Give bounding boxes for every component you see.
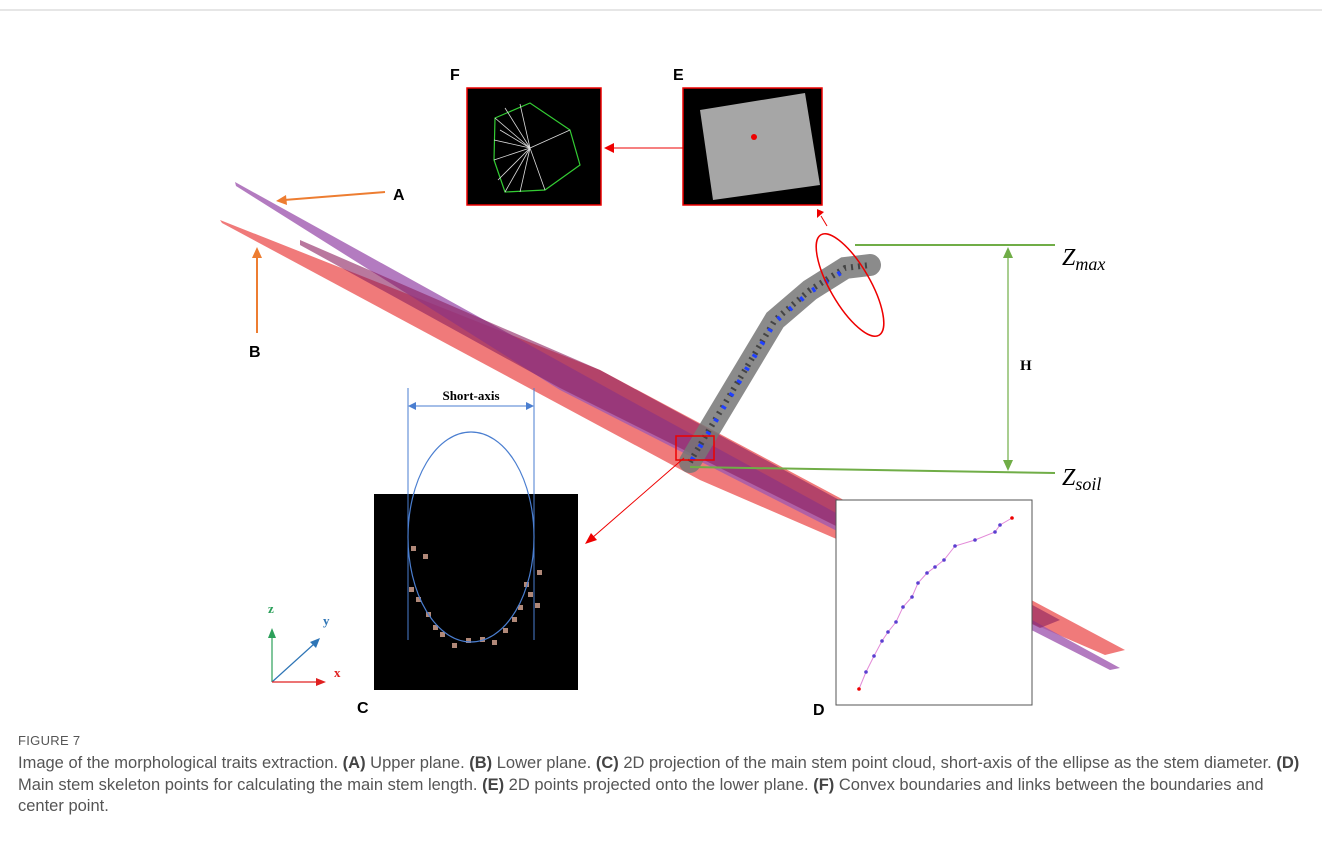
caption-tag: (D) [1276, 754, 1299, 772]
caption-tag: (B) [469, 754, 492, 772]
arrow-to-e [821, 216, 827, 226]
arrow-head [408, 402, 416, 410]
y-label: y [323, 613, 330, 628]
zsoil-label: Zsoil [1062, 465, 1101, 494]
subscript: max [1075, 254, 1105, 274]
panel-label: E [673, 67, 684, 84]
y-axis [272, 644, 314, 682]
panel-label: F [450, 67, 460, 84]
figure: H Zmax Zsoil A B F E Short-axis C [0, 0, 1322, 852]
caption: Image of the morphological traits extrac… [18, 753, 1308, 818]
inset-c [374, 494, 578, 690]
panel-label: D [813, 702, 825, 719]
caption-text: Main stem skeleton points for calculatin… [18, 776, 477, 794]
arrow-head [1003, 460, 1013, 471]
center-point [751, 134, 757, 140]
page: H Zmax Zsoil A B F E Short-axis C [0, 0, 1322, 852]
zmax-label: Zmax [1062, 245, 1105, 274]
panel-label: A [393, 187, 405, 204]
arrow-a [284, 192, 385, 200]
arrow-to-c [592, 458, 684, 538]
arrow-head [526, 402, 534, 410]
arrow-head [276, 195, 287, 205]
arrow-head [1003, 247, 1013, 258]
short-axis-label: Short-axis [442, 388, 499, 403]
stem-cloud [690, 265, 870, 462]
z-label: z [268, 601, 274, 616]
x-label: x [334, 665, 341, 680]
caption-text: Lower plane. [497, 754, 591, 772]
arrow-head [316, 678, 326, 686]
height-label: H [1020, 358, 1032, 374]
arrow-head [604, 143, 614, 153]
arrow-head [817, 209, 824, 218]
caption-text: Upper plane. [370, 754, 464, 772]
subscript: soil [1075, 474, 1101, 494]
caption-tag: (C) [596, 754, 619, 772]
figure-label: FIGURE 7 [18, 733, 80, 748]
skeleton-end [1010, 516, 1014, 520]
caption-tag: (A) [343, 754, 366, 772]
symbol: Z [1062, 465, 1076, 491]
caption-text: 2D projection of the main stem point clo… [623, 754, 1271, 772]
panel-label: B [249, 344, 261, 361]
arrow-head [252, 247, 262, 258]
caption-text: 2D points projected onto the lower plane… [509, 776, 809, 794]
caption-tag: (F) [813, 776, 834, 794]
caption-lead: Image of the morphological traits extrac… [18, 754, 338, 772]
caption-tag: (E) [482, 776, 504, 794]
panel-label: C [357, 700, 369, 717]
projected-square [700, 93, 820, 200]
symbol: Z [1062, 245, 1076, 271]
skeleton-end [857, 687, 861, 691]
arrow-head [268, 628, 276, 638]
